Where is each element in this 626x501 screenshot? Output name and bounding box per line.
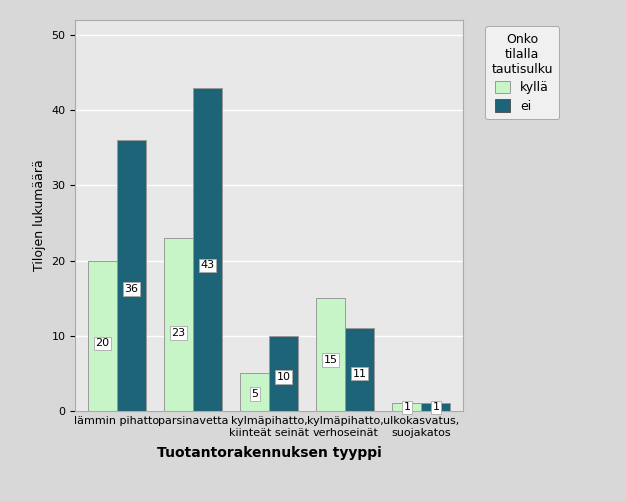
Bar <box>346 328 374 411</box>
Text: 36: 36 <box>125 284 138 294</box>
Text: 11: 11 <box>352 369 367 379</box>
Legend: kyllä, ei: kyllä, ei <box>485 26 559 119</box>
Y-axis label: Tilojen lukumäärä: Tilojen lukumäärä <box>33 159 46 272</box>
Bar <box>164 238 193 411</box>
Bar <box>240 373 269 411</box>
X-axis label: Tuotantorakennuksen tyyppi: Tuotantorakennuksen tyyppi <box>156 446 382 460</box>
Bar <box>117 140 146 411</box>
Text: 1: 1 <box>433 402 439 412</box>
Text: 5: 5 <box>251 389 258 399</box>
Bar <box>269 336 298 411</box>
Bar <box>421 403 450 411</box>
Bar <box>393 403 421 411</box>
Text: 15: 15 <box>324 355 338 365</box>
Bar <box>88 261 117 411</box>
Text: 43: 43 <box>200 261 215 271</box>
Bar <box>316 298 346 411</box>
Text: 23: 23 <box>172 328 186 338</box>
Bar <box>193 88 222 411</box>
Text: 1: 1 <box>403 402 411 412</box>
Text: 10: 10 <box>277 372 290 382</box>
Text: 20: 20 <box>95 338 110 348</box>
